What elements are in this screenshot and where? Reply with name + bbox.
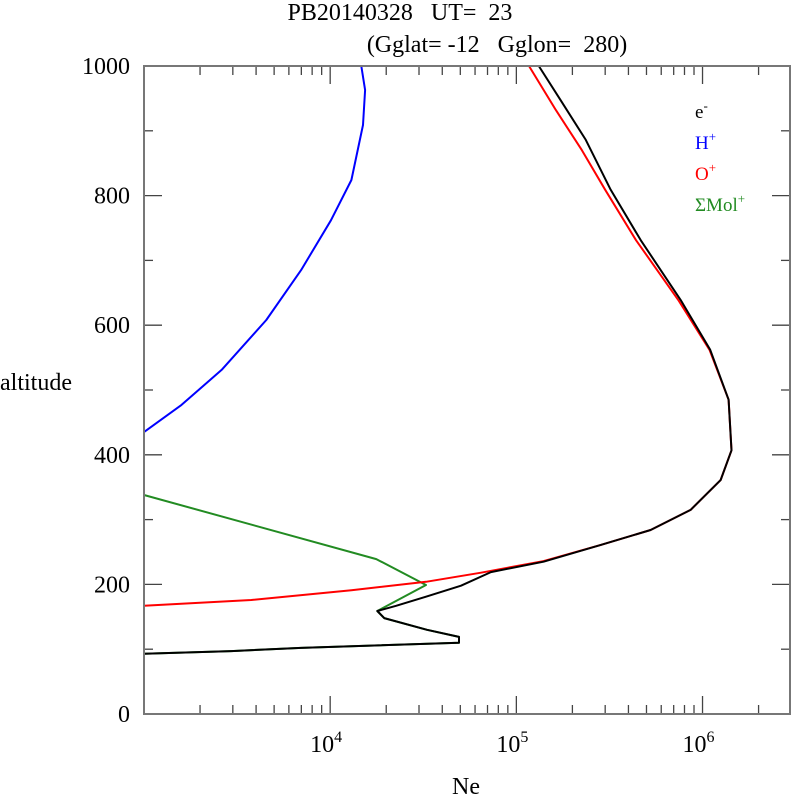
legend-entry: e- xyxy=(695,98,708,123)
legend-label: ΣMol xyxy=(695,195,738,216)
y-tick-label: 200 xyxy=(94,572,130,598)
legend-label-sup: + xyxy=(709,160,716,175)
y-tick-label: 800 xyxy=(94,184,130,210)
legend-label: e xyxy=(695,102,703,123)
x-tick-label: 106 xyxy=(683,729,715,758)
x-tick-label-base: 10 xyxy=(496,732,520,758)
x-tick-label-exp: 6 xyxy=(707,729,715,746)
chart-subtitle: (Gglat= -12 Gglon= 280) xyxy=(367,32,627,58)
x-tick-label: 104 xyxy=(310,729,342,758)
legend-entry: H+ xyxy=(695,129,716,154)
y-tick-label: 1000 xyxy=(82,54,130,80)
y-tick-label: 0 xyxy=(118,702,130,728)
x-tick-label-base: 10 xyxy=(310,732,334,758)
legend-entry: O+ xyxy=(695,160,716,185)
legend-label: O xyxy=(695,164,709,185)
series-line-o-plus xyxy=(143,65,733,607)
series-line-sum-mol-plus xyxy=(143,494,460,655)
legend-label: H xyxy=(695,133,709,154)
plot-frame xyxy=(143,65,791,715)
series-line-h-plus xyxy=(143,65,367,433)
legend-label-sup: - xyxy=(703,98,707,113)
x-tick-label-base: 10 xyxy=(683,732,707,758)
legend-label-sup: + xyxy=(709,129,716,144)
y-tick-label: 400 xyxy=(94,443,130,469)
x-axis-label: Ne xyxy=(452,774,480,795)
y-tick-label: 600 xyxy=(94,313,130,339)
x-tick-label-exp: 4 xyxy=(334,729,342,746)
chart-title: PB20140328 UT= 23 xyxy=(288,0,513,26)
y-axis-label: altitude xyxy=(0,370,72,396)
x-tick-label-exp: 5 xyxy=(520,729,528,746)
legend-label-sup: + xyxy=(738,191,745,206)
x-tick-label: 105 xyxy=(496,729,528,758)
series-line-electron xyxy=(143,65,733,655)
legend-entry: ΣMol+ xyxy=(695,191,745,216)
